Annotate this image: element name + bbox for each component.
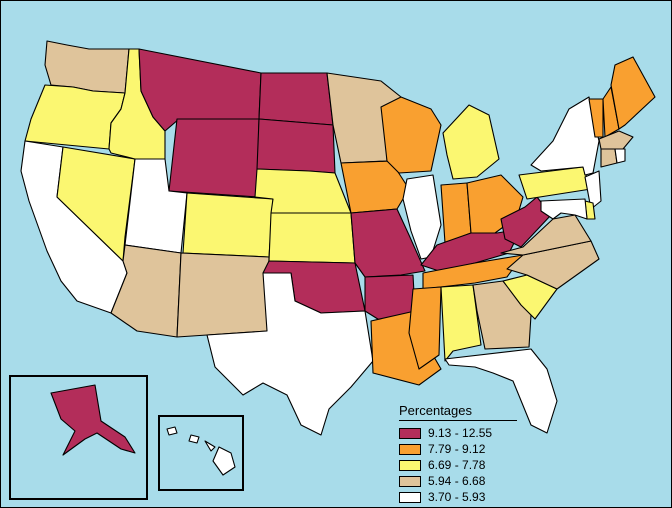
state-sd: [256, 118, 336, 174]
state-md: [540, 198, 588, 220]
legend-label: 5.94 - 6.68: [428, 474, 486, 488]
state-nd: [258, 72, 334, 126]
legend-title: Percentages: [399, 403, 517, 421]
legend-swatch: [399, 427, 421, 439]
state-ks: [268, 212, 356, 264]
alaska-inset-frame: [9, 375, 148, 500]
legend-item: 7.79 - 9.12: [399, 441, 517, 457]
legend-swatch: [399, 491, 421, 503]
state-wi: [380, 96, 442, 174]
state-fl: [444, 348, 558, 434]
state-ak: [50, 384, 136, 456]
state-al: [440, 284, 482, 362]
legend-item: 6.69 - 7.78: [399, 457, 517, 473]
state-wy: [168, 118, 260, 198]
state-ct: [600, 148, 618, 168]
legend-swatch: [399, 459, 421, 471]
state-sc: [502, 274, 558, 320]
legend-label: 3.70 - 5.93: [428, 490, 486, 504]
legend-label: 9.13 - 12.55: [428, 426, 493, 440]
state-mo: [350, 208, 426, 278]
map-legend: Percentages 9.13 - 12.55 7.79 - 9.12 6.69 …: [399, 403, 517, 505]
state-hi: [166, 426, 236, 476]
state-pa: [518, 166, 592, 200]
state-me: [610, 56, 656, 130]
legend-label: 6.69 - 7.78: [428, 458, 486, 472]
state-in: [440, 182, 472, 244]
state-wa: [44, 40, 130, 94]
legend-item: 5.94 - 6.68: [399, 473, 517, 489]
state-mi: [442, 104, 500, 180]
state-ma: [598, 130, 634, 150]
legend-swatch: [399, 443, 421, 455]
state-tx: [206, 272, 374, 436]
state-nm: [176, 252, 270, 338]
state-ri: [614, 148, 626, 164]
legend-swatch: [399, 475, 421, 487]
legend-item: 3.70 - 5.93: [399, 489, 517, 505]
legend-label: 7.79 - 9.12: [428, 442, 486, 456]
state-nj: [584, 170, 602, 210]
hawaii-inset-frame: [158, 415, 244, 491]
state-ny: [530, 96, 600, 176]
state-co: [182, 192, 274, 258]
legend-item: 9.13 - 12.55: [399, 425, 517, 441]
state-ms: [408, 286, 442, 370]
